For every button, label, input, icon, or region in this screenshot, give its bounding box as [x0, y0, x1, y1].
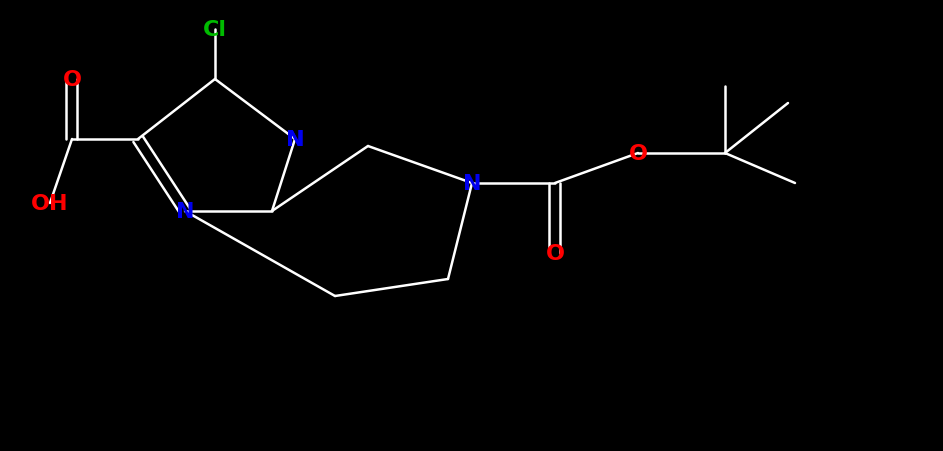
- Text: Cl: Cl: [203, 20, 227, 40]
- Text: N: N: [175, 202, 194, 221]
- Text: N: N: [463, 174, 481, 193]
- Text: O: O: [545, 244, 565, 263]
- Text: OH: OH: [31, 193, 69, 213]
- Text: O: O: [628, 144, 648, 164]
- Text: N: N: [286, 130, 305, 150]
- Text: N: N: [286, 130, 305, 150]
- Text: O: O: [62, 70, 81, 90]
